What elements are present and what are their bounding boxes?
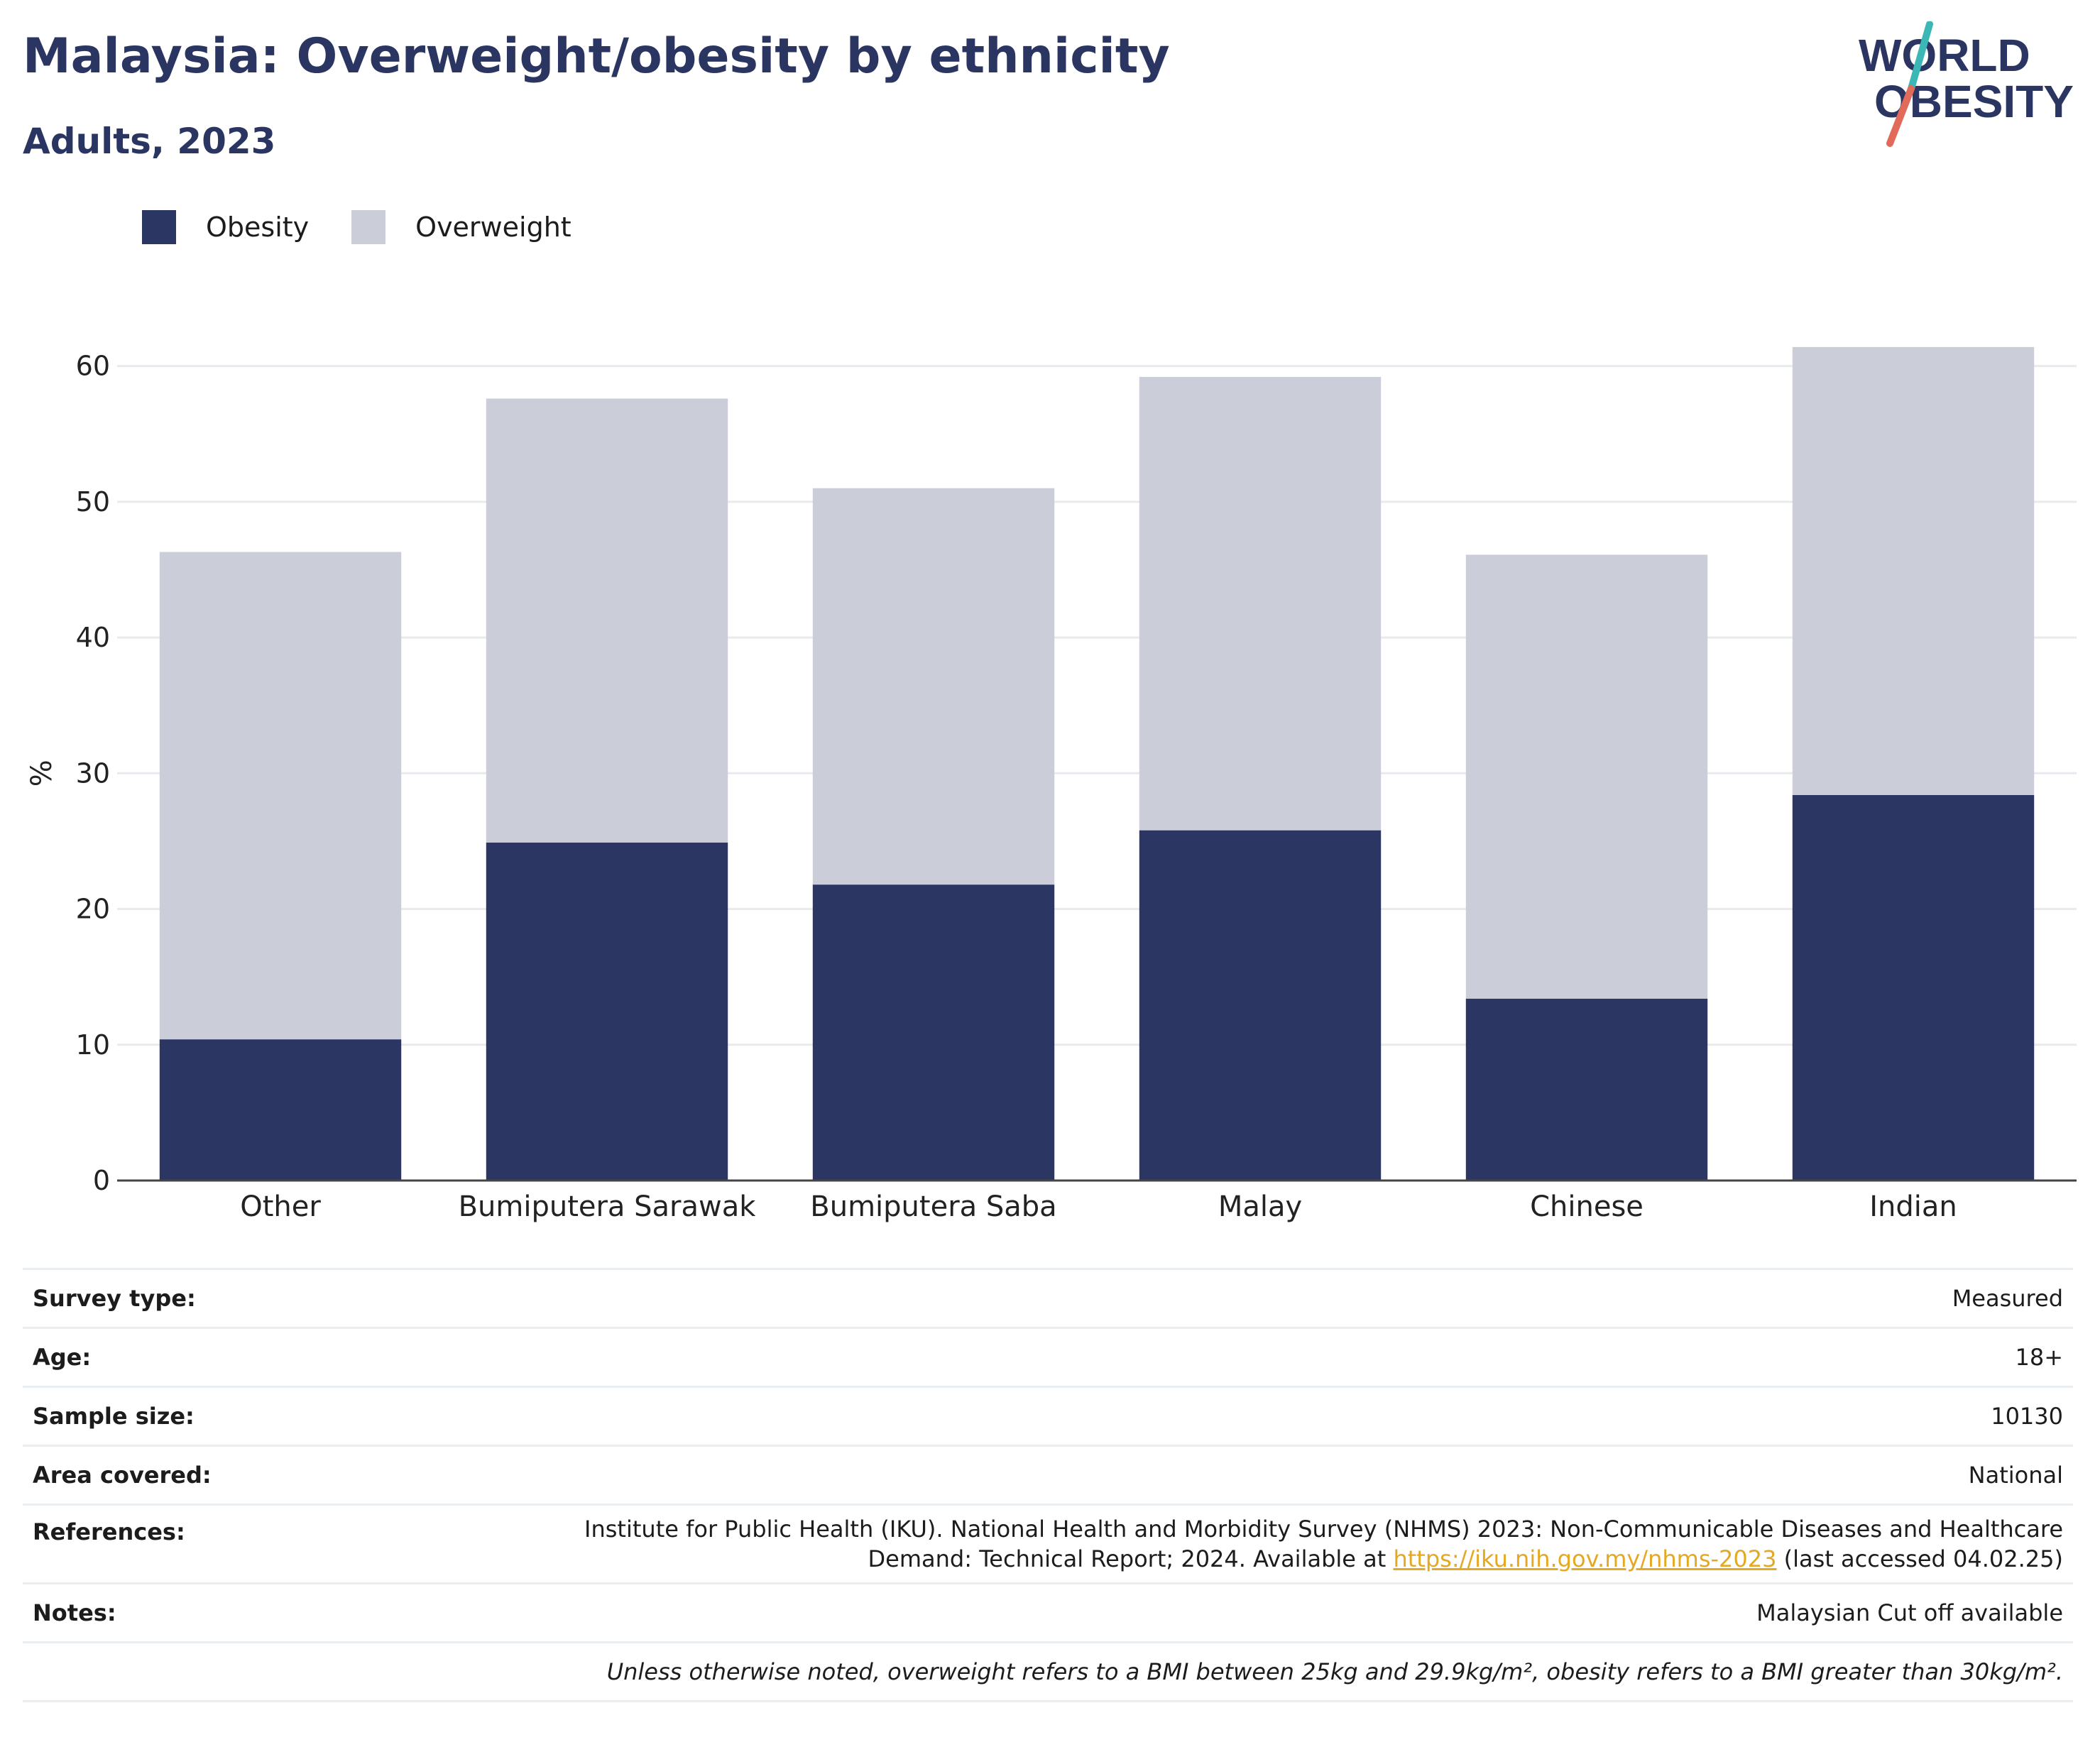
y-tick-label: 20 bbox=[76, 894, 110, 925]
meta-value: Malaysian Cut off available bbox=[1756, 1599, 2063, 1626]
meta-row-area-covered: Area covered: National bbox=[23, 1445, 2073, 1504]
y-tick-label: 30 bbox=[76, 757, 110, 789]
references-line2-post: (last accessed 04.02.25) bbox=[1776, 1545, 2063, 1572]
meta-value: 18+ bbox=[2015, 1344, 2063, 1371]
meta-key: Age: bbox=[33, 1344, 92, 1371]
y-tick-label: 10 bbox=[76, 1029, 110, 1061]
logo-text-world: WORLD bbox=[1859, 30, 2030, 81]
references-link[interactable]: https://iku.nih.gov.my/nhms-2023 bbox=[1393, 1545, 1777, 1572]
x-tick-label: Bumiputera Saba bbox=[810, 1190, 1056, 1223]
bar-overweight-bumiputera-sarawak bbox=[486, 398, 728, 843]
references-line2-pre: Demand: Technical Report; 2024. Availabl… bbox=[868, 1545, 1394, 1572]
legend-label-obesity: Obesity bbox=[206, 212, 310, 243]
x-tick-label: Bumiputera Sarawak bbox=[459, 1190, 757, 1223]
logo-slash-coral bbox=[1886, 85, 1915, 147]
y-tick-label: 60 bbox=[76, 351, 110, 382]
metadata-table: Survey type: Measured Age: 18+ Sample si… bbox=[23, 1268, 2073, 1702]
meta-value: National bbox=[1968, 1462, 2063, 1489]
x-tick-label: Indian bbox=[1869, 1190, 1957, 1223]
bar-overweight-indian bbox=[1792, 346, 2035, 795]
y-tick-label: 40 bbox=[76, 622, 110, 653]
bar-obesity-indian bbox=[1792, 794, 2035, 1181]
stacked-bar-chart: 0 10 20 30 40 50 60% Other Bumiputera Sarawak Bum… bbox=[26, 346, 2077, 1223]
x-tick-label: Chinese bbox=[1530, 1190, 1644, 1223]
y-axis-label: % bbox=[26, 760, 58, 787]
legend-swatch-overweight bbox=[351, 210, 386, 244]
chart-legend: Obesity Overweight bbox=[142, 210, 614, 244]
bar-overweight-malay bbox=[1139, 376, 1382, 831]
bar-obesity-chinese bbox=[1465, 998, 1708, 1181]
bar-obesity-bumiputera-sarawak bbox=[486, 842, 728, 1181]
y-tick-label: 50 bbox=[76, 486, 110, 517]
meta-key: Notes: bbox=[33, 1599, 116, 1626]
meta-row-survey-type: Survey type: Measured bbox=[23, 1268, 2073, 1327]
meta-value: 10130 bbox=[1991, 1403, 2063, 1430]
meta-row-sample-size: Sample size: 10130 bbox=[23, 1386, 2073, 1445]
footnote-text: Unless otherwise noted, overweight refer… bbox=[606, 1658, 2063, 1685]
meta-row-references: References: Institute for Public Health … bbox=[23, 1504, 2073, 1582]
y-tick-label: 0 bbox=[93, 1165, 110, 1196]
meta-row-notes: Notes: Malaysian Cut off available bbox=[23, 1582, 2073, 1641]
logo-slash-teal bbox=[1908, 21, 1933, 92]
meta-key: Survey type: bbox=[33, 1285, 196, 1312]
bar-obesity-malay bbox=[1139, 830, 1382, 1181]
bar-overweight-bumiputera-saba bbox=[812, 488, 1055, 885]
world-obesity-logo: WORLD OBESITY bbox=[1859, 21, 2074, 147]
references-line1: Institute for Public Health (IKU). Natio… bbox=[584, 1516, 2063, 1543]
footnote: Unless otherwise noted, overweight refer… bbox=[23, 1641, 2073, 1702]
references-text: Institute for Public Health (IKU). Natio… bbox=[584, 1514, 2063, 1574]
chart-title: Malaysia: Overweight/obesity by ethnicit… bbox=[23, 28, 1170, 84]
legend-swatch-obesity bbox=[142, 210, 176, 244]
legend-label-overweight: Overweight bbox=[415, 212, 572, 243]
meta-key: Area covered: bbox=[33, 1462, 212, 1489]
meta-value: Measured bbox=[1952, 1285, 2063, 1312]
legend-item-overweight: Overweight bbox=[351, 210, 572, 244]
x-tick-label: Malay bbox=[1218, 1190, 1302, 1223]
bar-obesity-other bbox=[159, 1039, 402, 1181]
meta-key: References: bbox=[33, 1518, 185, 1545]
meta-key: Sample size: bbox=[33, 1403, 195, 1430]
bar-overweight-other bbox=[159, 552, 402, 1040]
bar-overweight-chinese bbox=[1465, 554, 1708, 999]
legend-item-obesity: Obesity bbox=[142, 210, 309, 244]
x-tick-label: Other bbox=[240, 1190, 321, 1223]
chart-subtitle: Adults, 2023 bbox=[23, 121, 276, 162]
meta-row-age: Age: 18+ bbox=[23, 1327, 2073, 1386]
bar-obesity-bumiputera-saba bbox=[812, 885, 1055, 1181]
